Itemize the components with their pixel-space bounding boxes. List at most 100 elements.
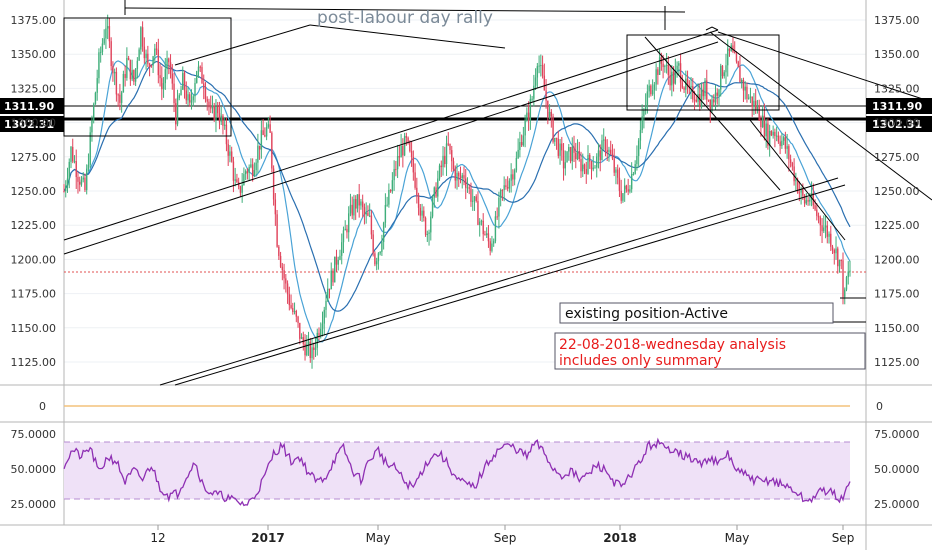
- candle-body: [330, 270, 332, 290]
- candle-body: [65, 185, 67, 192]
- candle-body: [837, 248, 839, 267]
- candle-body: [201, 67, 203, 84]
- candle-body: [805, 200, 808, 204]
- candle-body: [643, 110, 645, 117]
- osc-left-lower: 25.0000: [11, 498, 57, 511]
- candle-body: [637, 140, 640, 156]
- candle-body: [403, 136, 406, 156]
- candle-body: [566, 151, 568, 163]
- candle-body: [316, 332, 318, 348]
- candle-body: [618, 177, 621, 191]
- candle-body: [587, 154, 589, 174]
- osc-right-mid: 50.0000: [874, 463, 920, 476]
- candle-body: [292, 308, 294, 312]
- candle-body: [557, 138, 560, 156]
- candle-body: [732, 45, 734, 52]
- candle-body: [456, 172, 458, 181]
- candle-body: [140, 27, 142, 50]
- candle-body: [519, 142, 521, 150]
- candle-body: [332, 270, 334, 283]
- candle-body: [217, 106, 219, 114]
- candle-body: [63, 191, 65, 192]
- candle-body: [417, 195, 420, 208]
- candle-body: [257, 145, 259, 163]
- candle-body: [845, 277, 848, 290]
- candle-body: [679, 63, 682, 83]
- right-price-tag-1302-bg: [866, 116, 932, 132]
- candle-body: [812, 192, 815, 206]
- candle-body: [522, 135, 525, 146]
- candle-body: [683, 87, 685, 90]
- candle-body: [833, 249, 835, 254]
- candle-body: [623, 185, 626, 194]
- candle-body: [616, 169, 619, 178]
- candle-body: [372, 234, 374, 254]
- candle-body: [148, 63, 151, 66]
- candle-body: [747, 97, 750, 99]
- candle-body: [718, 89, 720, 96]
- candle-body: [547, 100, 549, 118]
- candle-body: [713, 99, 715, 103]
- candle-body: [183, 72, 186, 91]
- candle-body: [103, 38, 105, 44]
- candle-body: [741, 80, 743, 83]
- rally-annotation: post-labour day rally: [317, 8, 493, 28]
- candle-body: [414, 172, 416, 188]
- candle-body: [720, 65, 722, 90]
- candle-body: [283, 270, 285, 279]
- candle-body: [253, 170, 256, 176]
- candle-body: [781, 140, 783, 146]
- candle-body: [258, 145, 261, 150]
- candle-body: [520, 142, 523, 146]
- candle-body: [842, 260, 844, 297]
- candle-body: [782, 137, 785, 141]
- candle-body: [610, 149, 612, 154]
- candle-body: [344, 228, 346, 231]
- candle-body: [244, 171, 247, 175]
- candle-body: [739, 67, 741, 83]
- candle-body: [506, 187, 509, 189]
- descending-resistance-3: [644, 36, 781, 191]
- candle-body: [606, 149, 608, 153]
- candle-body: [648, 85, 650, 92]
- candle-body: [136, 60, 139, 69]
- time-tick-label: Sep: [832, 531, 855, 545]
- candle-body: [393, 169, 395, 181]
- candle-body: [727, 48, 729, 66]
- rally-pointer-right: [309, 24, 506, 49]
- candle-body: [662, 63, 664, 67]
- candle-body: [398, 156, 401, 158]
- candle-body: [171, 73, 173, 84]
- candle-body: [430, 216, 432, 233]
- candle-body: [711, 99, 713, 111]
- candle-body: [173, 83, 175, 104]
- candle-body: [168, 58, 170, 63]
- candle-body: [72, 146, 74, 162]
- candle-body: [379, 251, 381, 254]
- candle-body: [428, 232, 430, 234]
- candle-body: [98, 52, 100, 79]
- candle-body: [285, 278, 287, 284]
- candle-body: [795, 179, 797, 182]
- highlight-box-left: [63, 17, 232, 137]
- candle-body: [844, 289, 846, 297]
- candle-body: [230, 151, 233, 162]
- candle-body: [636, 155, 638, 165]
- candle-body: [772, 131, 774, 136]
- candle-body: [723, 72, 725, 77]
- zero-pane-right-label: 0: [876, 400, 883, 413]
- candle-body: [791, 162, 794, 167]
- candle-body: [187, 94, 189, 101]
- candle-body: [402, 146, 404, 156]
- candle-body: [190, 100, 193, 103]
- candle-body: [667, 64, 670, 76]
- candle-body: [108, 26, 111, 42]
- position-annotation: existing position-Active: [565, 306, 728, 322]
- candle-body: [279, 255, 282, 267]
- candle-body: [79, 181, 81, 185]
- candle-body: [756, 105, 759, 110]
- candle-body: [313, 347, 315, 350]
- candle-body: [131, 70, 133, 80]
- candle-body: [101, 43, 104, 52]
- candle-body: [477, 201, 479, 225]
